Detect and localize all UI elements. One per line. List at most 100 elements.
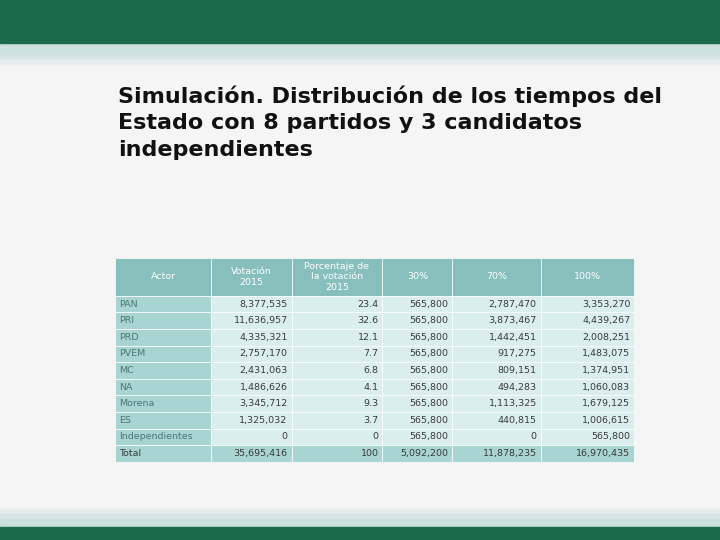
Bar xyxy=(211,313,292,329)
Bar xyxy=(115,346,211,362)
Text: 70%: 70% xyxy=(486,273,507,281)
Text: Simulación. Distribución de los tiempos del
Estado con 8 partidos y 3 candidatos: Simulación. Distribución de los tiempos … xyxy=(118,85,662,160)
Bar xyxy=(541,346,634,362)
Text: 565,800: 565,800 xyxy=(410,399,449,408)
Text: PAN: PAN xyxy=(119,300,138,309)
Bar xyxy=(211,446,292,462)
Text: ES: ES xyxy=(119,416,131,425)
Bar xyxy=(211,258,292,296)
Bar xyxy=(211,346,292,362)
Bar xyxy=(452,379,541,395)
Text: 494,283: 494,283 xyxy=(498,383,536,391)
Bar xyxy=(115,395,211,412)
Text: 3,873,467: 3,873,467 xyxy=(488,316,536,325)
Bar xyxy=(452,329,541,346)
Text: 35,695,416: 35,695,416 xyxy=(233,449,288,458)
Bar xyxy=(382,446,452,462)
Text: 1,486,626: 1,486,626 xyxy=(240,383,288,391)
Bar xyxy=(541,296,634,313)
Bar xyxy=(292,362,382,379)
Bar xyxy=(382,258,452,296)
Bar xyxy=(382,429,452,446)
Text: 1,483,075: 1,483,075 xyxy=(582,349,630,359)
Bar xyxy=(541,395,634,412)
Text: MC: MC xyxy=(119,366,134,375)
Text: 12.1: 12.1 xyxy=(357,333,379,342)
Text: 11,636,957: 11,636,957 xyxy=(233,316,288,325)
Bar xyxy=(452,446,541,462)
Bar xyxy=(382,296,452,313)
Text: PRI: PRI xyxy=(119,316,134,325)
Text: 1,325,032: 1,325,032 xyxy=(239,416,288,425)
Text: 565,800: 565,800 xyxy=(591,433,630,442)
Bar xyxy=(115,296,211,313)
Text: 565,800: 565,800 xyxy=(410,316,449,325)
Bar xyxy=(292,412,382,429)
Bar xyxy=(382,395,452,412)
Bar xyxy=(452,258,541,296)
Text: 565,800: 565,800 xyxy=(410,349,449,359)
Bar xyxy=(382,313,452,329)
Text: 3.7: 3.7 xyxy=(364,416,379,425)
Text: 32.6: 32.6 xyxy=(357,316,379,325)
Text: 0: 0 xyxy=(531,433,536,442)
Text: 4,335,321: 4,335,321 xyxy=(239,333,288,342)
Text: 2,757,170: 2,757,170 xyxy=(240,349,288,359)
Text: 917,275: 917,275 xyxy=(498,349,536,359)
Text: 16,970,435: 16,970,435 xyxy=(576,449,630,458)
Text: 3,353,270: 3,353,270 xyxy=(582,300,630,309)
Text: 440,815: 440,815 xyxy=(498,416,536,425)
Bar xyxy=(541,329,634,346)
Bar xyxy=(452,313,541,329)
Text: 4.1: 4.1 xyxy=(364,383,379,391)
Bar xyxy=(292,395,382,412)
Text: 6.8: 6.8 xyxy=(364,366,379,375)
Bar xyxy=(541,362,634,379)
Text: 3,345,712: 3,345,712 xyxy=(239,399,288,408)
Text: NA: NA xyxy=(119,383,132,391)
Text: Morena: Morena xyxy=(119,399,154,408)
Text: Independientes: Independientes xyxy=(119,433,193,442)
Bar xyxy=(452,395,541,412)
Bar xyxy=(292,329,382,346)
Text: 1,113,325: 1,113,325 xyxy=(488,399,536,408)
Bar xyxy=(452,362,541,379)
Text: 1,006,615: 1,006,615 xyxy=(582,416,630,425)
Text: 7.7: 7.7 xyxy=(364,349,379,359)
Bar xyxy=(115,329,211,346)
Text: 30%: 30% xyxy=(407,273,428,281)
Bar xyxy=(292,379,382,395)
Bar xyxy=(292,258,382,296)
Bar xyxy=(292,296,382,313)
Text: 2,431,063: 2,431,063 xyxy=(239,366,288,375)
Text: 565,800: 565,800 xyxy=(410,416,449,425)
Text: 1,374,951: 1,374,951 xyxy=(582,366,630,375)
Bar xyxy=(115,313,211,329)
Bar xyxy=(452,296,541,313)
Bar xyxy=(382,362,452,379)
Text: 0: 0 xyxy=(372,433,379,442)
Text: PVEM: PVEM xyxy=(119,349,145,359)
Bar xyxy=(115,412,211,429)
Text: 5,092,200: 5,092,200 xyxy=(400,449,449,458)
Text: 565,800: 565,800 xyxy=(410,433,449,442)
Bar xyxy=(211,412,292,429)
Bar xyxy=(211,429,292,446)
Text: 23.4: 23.4 xyxy=(357,300,379,309)
Bar xyxy=(382,379,452,395)
Bar xyxy=(115,379,211,395)
Bar xyxy=(211,395,292,412)
Bar xyxy=(452,412,541,429)
Text: 0: 0 xyxy=(282,433,288,442)
Text: 565,800: 565,800 xyxy=(410,366,449,375)
Bar xyxy=(541,412,634,429)
Bar xyxy=(541,313,634,329)
Text: 809,151: 809,151 xyxy=(498,366,536,375)
Text: 100%: 100% xyxy=(574,273,601,281)
Text: PRD: PRD xyxy=(119,333,139,342)
Text: Total: Total xyxy=(119,449,141,458)
Bar xyxy=(292,429,382,446)
Text: Votación
2015: Votación 2015 xyxy=(231,267,271,287)
Bar xyxy=(211,362,292,379)
Bar xyxy=(452,346,541,362)
